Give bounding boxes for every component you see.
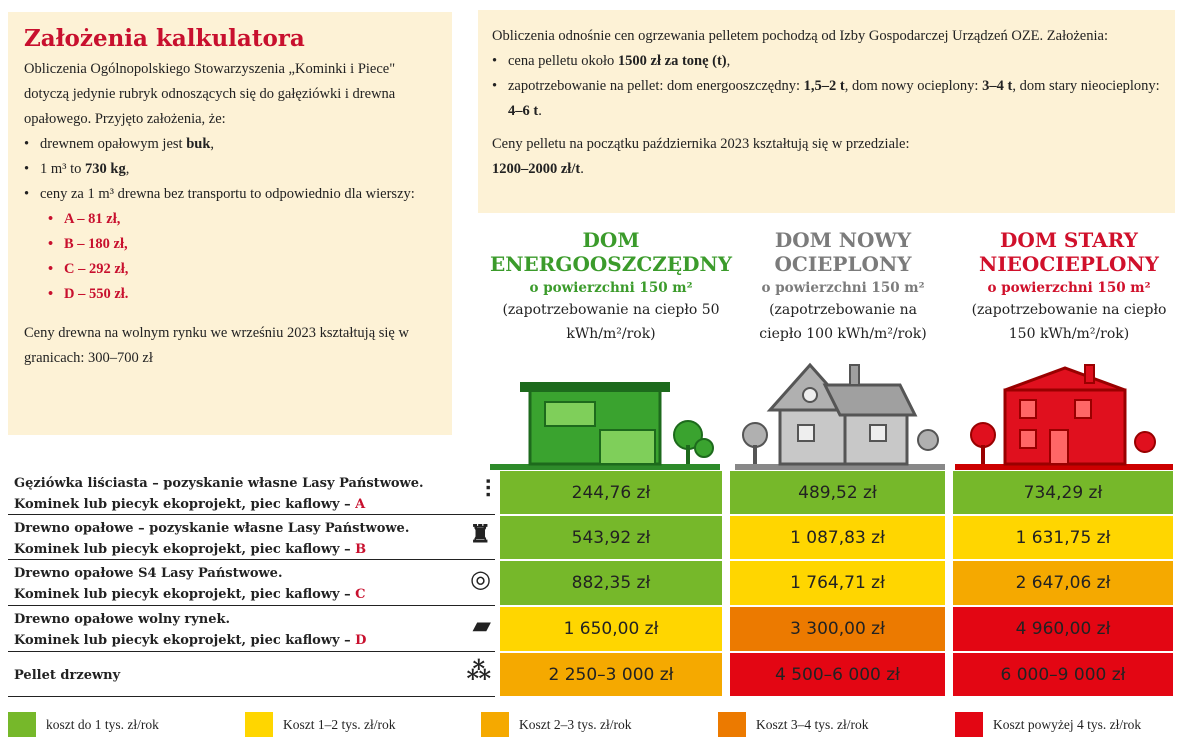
- fuel-name: Pellet drzewny: [14, 668, 121, 683]
- cost-cell: 2 647,06 zł: [953, 561, 1173, 605]
- fuel-name: Drewno opałowe – pozyskanie własne Lasy …: [14, 521, 410, 536]
- cost-cell: 543,92 zł: [500, 516, 722, 559]
- assumption-item: 1 m³ to 730 kg,: [24, 157, 436, 182]
- calculator-assumptions-box: Założenia kalkulatora Obliczenia Ogólnop…: [8, 12, 452, 435]
- column-area: o powierzchni 150 m²: [987, 280, 1151, 296]
- legend-item: Koszt 3–4 tys. zł/rok: [718, 712, 869, 737]
- branches-icon: ⫶: [485, 474, 491, 503]
- fuel-appliance: Kominek lub piecyk ekoprojekt, piec kafl…: [14, 542, 367, 557]
- column-area: o powierzchni 150 m²: [529, 280, 693, 296]
- fuel-name: Drewno opałowe S4 Lasy Państwowe.: [14, 566, 283, 581]
- legend-label: Koszt powyżej 4 tys. zł/rok: [993, 716, 1142, 732]
- column-demand: (zapotrzebowanie na ciepło 150 kWh/m²/ro…: [971, 302, 1167, 342]
- fuel-row-label: Drewno opałowe wolny rynek. Kominek lub p…: [8, 606, 495, 652]
- cost-cell: 1 764,71 zł: [730, 561, 945, 605]
- price-item: C – 292 zł,: [24, 257, 436, 282]
- assumption-item: ceny za 1 m³ drewna bez transportu to od…: [24, 182, 436, 207]
- assumptions-intro: Obliczenia Ogólnopolskiego Stowarzyszeni…: [24, 61, 396, 127]
- fuel-row-label: Drewno opałowe S4 Lasy Państwowe. Kominek…: [8, 560, 495, 606]
- legend-item: Koszt powyżej 4 tys. zł/rok: [955, 712, 1141, 737]
- column-title: DOM ENERGOOSZCZĘDNY: [489, 228, 733, 276]
- cost-cell: 3 300,00 zł: [730, 607, 945, 651]
- legend-swatch: [481, 712, 509, 737]
- legend-swatch: [8, 712, 36, 737]
- legend-item: koszt do 1 tys. zł/rok: [8, 712, 159, 737]
- price-item: A – 81 zł,: [24, 207, 436, 232]
- assumptions-title: Założenia kalkulatora: [24, 25, 305, 52]
- legend-item: Koszt 1–2 tys. zł/rok: [245, 712, 396, 737]
- fuel-name: Gęziówka liściasta – pozyskanie własne L…: [14, 476, 424, 491]
- log-pile-icon: ▰: [472, 610, 491, 639]
- cost-cell: 489,52 zł: [730, 471, 945, 514]
- column-header-energy-efficient: DOM ENERGOOSZCZĘDNY o powierzchni 150 m²…: [478, 228, 744, 346]
- pellet-intro: Obliczenia odnośnie cen ogrzewania pelle…: [492, 28, 1108, 44]
- fuel-row-label: Drewno opałowe – pozyskanie własne Lasy …: [8, 515, 495, 560]
- modern-house-icon: [490, 382, 720, 470]
- cost-cell: 6 000–9 000 zł: [953, 653, 1173, 696]
- pellet-prices-note: Ceny pelletu na początku października 20…: [492, 136, 910, 177]
- price-item: B – 180 zł,: [24, 232, 436, 257]
- column-demand: (zapotrzebowanie na ciepło 100 kWh/m²/ro…: [759, 302, 927, 342]
- fuel-appliance: Kominek lub piecyk ekoprojekt, piec kafl…: [14, 587, 366, 602]
- cost-cell: 734,29 zł: [953, 471, 1173, 514]
- legend-swatch: [718, 712, 746, 737]
- stump-icon: ♜: [469, 519, 491, 548]
- fuel-appliance: Kominek lub piecyk ekoprojekt, piec kafl…: [14, 497, 366, 512]
- market-prices-note: Ceny drewna na wolnym rynku we wrześniu …: [24, 325, 409, 366]
- cost-cell: 4 500–6 000 zł: [730, 653, 945, 696]
- price-item: D – 550 zł.: [24, 282, 436, 307]
- assumption-item: drewnem opałowym jest buk,: [24, 132, 436, 157]
- column-header-old-uninsulated: DOM STARY NIEOCIEPLONY o powierzchni 150…: [963, 228, 1175, 346]
- fuel-name: Drewno opałowe wolny rynek.: [14, 612, 231, 627]
- logs-icon: ◎: [470, 564, 491, 593]
- column-header-new-insulated: DOM NOWY OCIEPLONY o powierzchni 150 m² …: [748, 228, 938, 346]
- cost-cell: 1 650,00 zł: [500, 607, 722, 651]
- cost-cell: 882,35 zł: [500, 561, 722, 605]
- cost-cell: 1 087,83 zł: [730, 516, 945, 559]
- pellet-item: cena pelletu około 1500 zł za tonę (t),: [492, 49, 1161, 74]
- pellet-assumptions-box: Obliczenia odnośnie cen ogrzewania pelle…: [478, 10, 1175, 213]
- fuel-row-label: Pellet drzewny ⁂: [8, 652, 495, 697]
- cost-cell: 2 250–3 000 zł: [500, 653, 722, 696]
- insulated-house-icon: [735, 362, 945, 470]
- column-title: DOM STARY NIEOCIEPLONY: [979, 228, 1159, 276]
- fuel-row-label: Gęziówka liściasta – pozyskanie własne L…: [8, 470, 495, 515]
- legend-item: Koszt 2–3 tys. zł/rok: [481, 712, 632, 737]
- legend-label: Koszt 3–4 tys. zł/rok: [756, 716, 869, 732]
- legend-swatch: [955, 712, 983, 737]
- legend-label: koszt do 1 tys. zł/rok: [46, 716, 159, 732]
- legend-label: Koszt 1–2 tys. zł/rok: [283, 716, 396, 732]
- legend-label: Koszt 2–3 tys. zł/rok: [519, 716, 632, 732]
- cost-cell: 244,76 zł: [500, 471, 722, 514]
- legend-swatch: [245, 712, 273, 737]
- column-demand: (zapotrzebowanie na ciepło 50 kWh/m²/rok…: [502, 302, 720, 342]
- old-house-icon: [955, 364, 1173, 470]
- cost-cell: 1 631,75 zł: [953, 516, 1173, 559]
- column-title: DOM NOWY OCIEPLONY: [774, 228, 912, 276]
- cost-cell: 4 960,00 zł: [953, 607, 1173, 651]
- fuel-appliance: Kominek lub piecyk ekoprojekt, piec kafl…: [14, 633, 367, 648]
- column-area: o powierzchni 150 m²: [761, 280, 925, 296]
- pellet-icon: ⁂: [466, 656, 491, 685]
- pellet-item: zapotrzebowanie na pellet: dom energoosz…: [492, 74, 1161, 124]
